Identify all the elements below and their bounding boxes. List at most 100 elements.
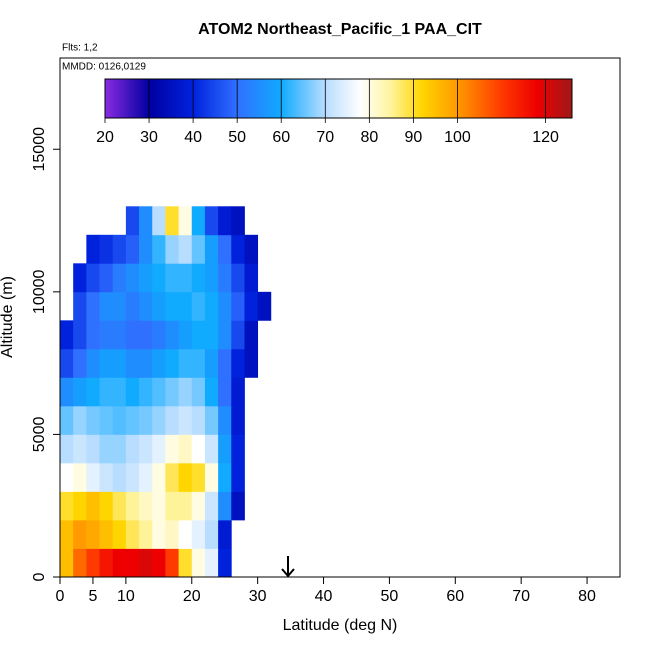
heatmap-cell	[204, 434, 219, 464]
heatmap-cell	[99, 519, 114, 549]
heatmap-cell	[204, 377, 219, 407]
heatmap-cell	[165, 348, 179, 378]
heatmap-cell	[112, 462, 127, 492]
colorbar-tick-label: 90	[404, 129, 422, 146]
heatmap-cell	[86, 434, 100, 464]
heatmap-cell	[86, 519, 100, 549]
heatmap-cell	[99, 348, 114, 378]
heatmap-cell	[60, 405, 74, 435]
heatmap-cell	[165, 548, 179, 578]
plot-frame	[59, 57, 621, 578]
heatmap-cell	[204, 320, 219, 350]
heatmap-cell	[112, 291, 127, 321]
heatmap-cell	[125, 491, 140, 521]
heatmap-cell	[73, 348, 87, 378]
heatmap-cell	[73, 434, 87, 464]
heatmap-cell	[165, 234, 179, 264]
colorbar	[104, 78, 573, 119]
heatmap-cell	[73, 263, 87, 293]
heatmap-cell	[231, 206, 245, 236]
colorbar-tick-label: 100	[444, 129, 471, 146]
heatmap-cell	[125, 206, 140, 236]
heatmap-cell	[112, 234, 127, 264]
heatmap-cell	[152, 462, 166, 492]
heatmap-cell	[244, 320, 259, 350]
heatmap-cell	[86, 462, 100, 492]
heatmap-cell	[139, 377, 153, 407]
heatmap-cell	[60, 348, 74, 378]
heatmap-cell	[139, 234, 153, 264]
heatmap-cell	[218, 548, 232, 578]
heatmap-cell	[218, 462, 232, 492]
heatmap-cell	[152, 405, 166, 435]
heatmap-cell	[99, 291, 114, 321]
heatmap-cell	[165, 291, 179, 321]
heatmap-cell	[99, 263, 114, 293]
heatmap-cell	[218, 491, 232, 521]
heatmap-cell	[178, 434, 193, 464]
y-tick-label: 15000	[31, 127, 48, 172]
heatmap-cell	[152, 519, 166, 549]
heatmap-cell	[204, 234, 219, 264]
heatmap-cell	[178, 263, 193, 293]
heatmap-cell	[125, 548, 140, 578]
heatmap-cell	[231, 234, 245, 264]
heatmap-cell	[73, 291, 87, 321]
heatmap-cell	[191, 519, 206, 549]
heatmap-cell	[139, 263, 153, 293]
heatmap-cell	[125, 377, 140, 407]
heatmap-cell	[112, 491, 127, 521]
heatmap-cell	[191, 462, 206, 492]
heatmap-cell	[178, 462, 193, 492]
colorbar-tick-label: 60	[272, 129, 290, 146]
heatmap-cell	[218, 348, 232, 378]
heatmap-cell	[139, 434, 153, 464]
heatmap-cell	[231, 263, 245, 293]
y-tick-label: 5000	[31, 417, 48, 453]
date-note: MMDD: 0126,0129	[62, 62, 146, 73]
heatmap-cell	[139, 405, 153, 435]
heatmap-cell	[178, 206, 193, 236]
heatmap-cell	[244, 348, 259, 378]
heatmap-cell	[99, 491, 114, 521]
heatmap-cell	[112, 320, 127, 350]
heatmap-cell	[86, 491, 100, 521]
x-tick-label: 0	[56, 588, 65, 605]
heatmap-cell	[191, 234, 206, 264]
x-tick-label: 20	[183, 588, 201, 605]
heatmap-cell	[112, 348, 127, 378]
heatmap-cell	[204, 548, 219, 578]
y-axis-label: Altitude (m)	[0, 276, 16, 358]
heatmap-cell	[86, 320, 100, 350]
x-tick-label: 10	[117, 588, 135, 605]
heatmap-cell	[125, 519, 140, 549]
heatmap-cell	[204, 462, 219, 492]
x-tick-label: 30	[249, 588, 267, 605]
heatmap-cell	[125, 462, 140, 492]
heatmap-cell	[231, 291, 245, 321]
heatmap-cell	[191, 405, 206, 435]
heatmap-cell	[152, 234, 166, 264]
heatmap-cell	[152, 348, 166, 378]
colorbar-tick-label: 40	[184, 129, 202, 146]
heatmap-cell	[191, 263, 206, 293]
colorbar-tick-label: 50	[228, 129, 246, 146]
heatmap	[60, 206, 272, 578]
heatmap-cell	[152, 320, 166, 350]
heatmap-cell	[191, 320, 206, 350]
heatmap-cell	[60, 434, 74, 464]
heatmap-cell	[257, 291, 272, 321]
colorbar-tick-label: 20	[96, 129, 114, 146]
heatmap-cell	[231, 320, 245, 350]
chart-title: ATOM2 Northeast_Pacific_1 PAA_CIT	[198, 21, 482, 38]
heatmap-cell	[125, 348, 140, 378]
colorbar-tick-label: 30	[140, 129, 158, 146]
location-arrow	[281, 556, 295, 578]
heatmap-cell	[218, 519, 232, 549]
x-tick-label: 50	[381, 588, 399, 605]
x-tick-label: 40	[315, 588, 333, 605]
x-tick-label: 60	[446, 588, 464, 605]
heatmap-cell	[244, 234, 259, 264]
heatmap-cell	[178, 320, 193, 350]
heatmap-cell	[178, 405, 193, 435]
